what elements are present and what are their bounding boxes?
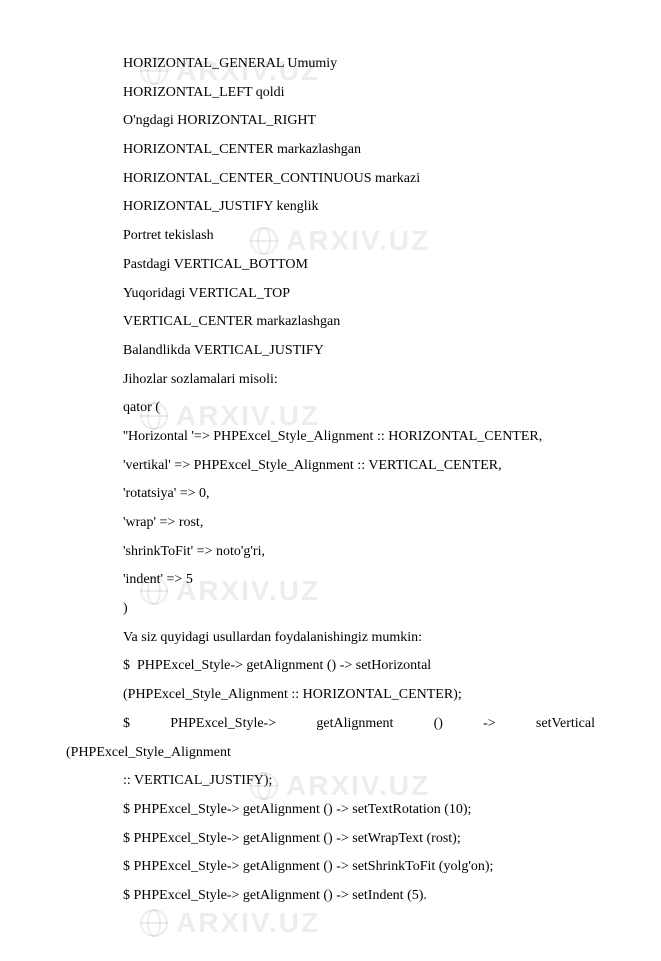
text-line: Va siz quyidagi usullardan foydalanishin… — [66, 624, 595, 653]
text-line: ) — [66, 595, 595, 624]
text-line: $ PHPExcel_Style-> getAlignment () -> se… — [66, 710, 595, 739]
text-line: Balandlikda VERTICAL_JUSTIFY — [66, 337, 595, 366]
text-line: $ PHPExcel_Style-> getAlignment () -> se… — [66, 853, 595, 882]
text-line: 'indent' => 5 — [66, 566, 595, 595]
text-line: 'vertikal' => PHPExcel_Style_Alignment :… — [66, 452, 595, 481]
text-line: 'wrap' => rost, — [66, 509, 595, 538]
text-line: Yuqoridagi VERTICAL_TOP — [66, 280, 595, 309]
text-line: O'ngdagi HORIZONTAL_RIGHT — [66, 107, 595, 136]
text-line: Jihozlar sozlamalari misoli: — [66, 366, 595, 395]
text-line: $ PHPExcel_Style-> getAlignment () -> se… — [66, 825, 595, 854]
text-line: ''Horizontal '=> PHPExcel_Style_Alignmen… — [66, 423, 595, 452]
text-line: Pastdagi VERTICAL_BOTTOM — [66, 251, 595, 280]
text-line: $ PHPExcel_Style-> getAlignment () -> se… — [66, 652, 595, 681]
text-line: VERTICAL_CENTER markazlashgan — [66, 308, 595, 337]
text-line: HORIZONTAL_JUSTIFY kenglik — [66, 193, 595, 222]
text-line: 'rotatsiya' => 0, — [66, 480, 595, 509]
text-line: Portret tekislash — [66, 222, 595, 251]
text-line: $ PHPExcel_Style-> getAlignment () -> se… — [66, 882, 595, 911]
text-line: $ PHPExcel_Style-> getAlignment () -> se… — [66, 796, 595, 825]
text-line: 'shrinkToFit' => noto'g'ri, — [66, 538, 595, 567]
document-body: HORIZONTAL_GENERAL UmumiyHORIZONTAL_LEFT… — [0, 0, 661, 961]
text-line: HORIZONTAL_CENTER markazlashgan — [66, 136, 595, 165]
text-line: HORIZONTAL_GENERAL Umumiy — [66, 50, 595, 79]
text-line: :: VERTICAL_JUSTIFY); — [66, 767, 595, 796]
text-line: HORIZONTAL_LEFT qoldi — [66, 79, 595, 108]
text-line: (PHPExcel_Style_Alignment :: HORIZONTAL_… — [66, 681, 595, 710]
text-line: qator ( — [66, 394, 595, 423]
text-line: HORIZONTAL_CENTER_CONTINUOUS markazi — [66, 165, 595, 194]
text-line: (PHPExcel_Style_Alignment — [66, 739, 595, 768]
